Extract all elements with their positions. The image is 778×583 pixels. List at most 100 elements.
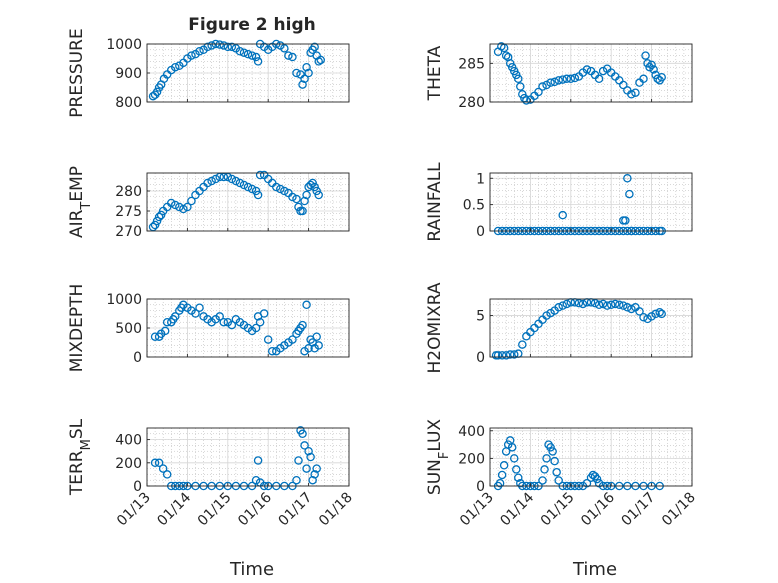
y-tick-label: 1 [476,171,485,187]
data-point [499,461,509,470]
axes-box [489,427,693,487]
data-point [171,200,180,210]
data-point [509,350,519,359]
data-point [619,301,628,310]
data-point [316,55,325,65]
data-point [207,41,216,50]
data-point [300,441,309,450]
data-point [538,476,547,485]
x-tick-label: 01/13 [114,490,154,530]
data-point [562,299,572,309]
data-point [312,464,321,473]
y-tick-label: 400 [458,424,485,440]
data-point [253,57,263,66]
y-tick-label: 900 [115,66,142,82]
y-axis-label: MIXDEPTH [67,284,87,373]
data-point [243,49,253,59]
data-point [655,308,664,317]
y-axis-label: AIRTEMP [67,166,94,238]
data-point [166,198,176,208]
data-point [566,74,576,84]
data-point [235,178,245,188]
data-point [162,470,172,479]
x-tick-label: 01/14 [497,489,537,529]
data-point [497,351,507,360]
data-point [298,429,307,439]
axes-box [489,43,693,103]
data-point [304,344,313,353]
data-point [639,312,648,322]
axes-box [146,427,350,487]
data-point [251,186,261,196]
data-point [598,299,608,309]
rainfall-panel: 0 0.5 1 RAINFALL [425,162,693,242]
data-point [302,300,311,310]
y-tick-label: 0 [476,350,485,366]
y-axis-label: H2OMIXRA [425,282,445,373]
data-point [187,51,196,60]
data-point [546,443,555,452]
data-point [554,76,563,85]
data-point [308,178,317,188]
mixdepth-panel: 0 500 1000 MIXDEPTH [67,284,350,373]
y-tick-label: 0.5 [463,198,485,214]
data-point [514,473,523,482]
theta-panel: 280 285 THETA [425,42,693,111]
data-point [280,44,289,53]
y-axis-label: THETA [425,45,445,101]
data-point [215,312,224,321]
x-tick-label: 01/14 [154,489,194,529]
data-point [243,182,253,192]
data-point [255,317,265,327]
data-point [253,456,263,465]
data-point [631,88,640,97]
data-point [310,470,319,479]
data-point [276,184,285,194]
y-tick-label: 270 [115,224,142,240]
data-point [516,82,525,91]
data-point [187,196,196,206]
x-axis-label: Time [572,559,617,580]
data-point [554,476,563,485]
y-tick-label: 0 [476,479,485,495]
data-point [501,51,511,60]
data-point [292,68,301,78]
data-point [310,182,319,192]
data-point [538,82,547,91]
data-point [497,470,507,480]
y-axis-label: PRESSURE [67,28,87,117]
data-point [288,192,297,202]
data-point [227,320,237,330]
h2omixra-panel: 0 5 H2OMIXRA [425,282,693,374]
figure-title: Figure 2 high [188,15,316,35]
data-point [306,180,315,190]
data-point [292,194,301,204]
data-point [540,465,549,474]
data-point [534,87,543,97]
axes-box [489,298,693,358]
data-point [247,184,257,194]
y-tick-label: 1000 [106,292,142,308]
data-point [158,464,168,473]
sun-flux-panel: 0 200 400 01/13 01/14 01/15 01/16 01/17 01/18 SUN… [425,419,699,530]
y-tick-label: 0 [476,224,485,240]
data-point [615,300,624,310]
data-point [227,42,237,52]
data-point [235,47,245,56]
y-tick-label: 1000 [106,37,142,53]
air-temp-panel: 270 275 280 AIRTEMP [67,166,350,240]
data-point [606,300,616,310]
data-point [300,74,309,84]
y-tick-label: 285 [458,56,485,72]
data-point [298,320,307,330]
data-point [251,52,261,62]
data-point [314,341,323,350]
data-point [251,323,261,333]
data-point [651,309,660,319]
y-tick-label: 280 [115,184,142,200]
data-point [171,312,180,321]
data-point [635,307,644,316]
y-tick-label: 280 [458,95,485,111]
x-tick-label: 01/16 [235,489,275,529]
